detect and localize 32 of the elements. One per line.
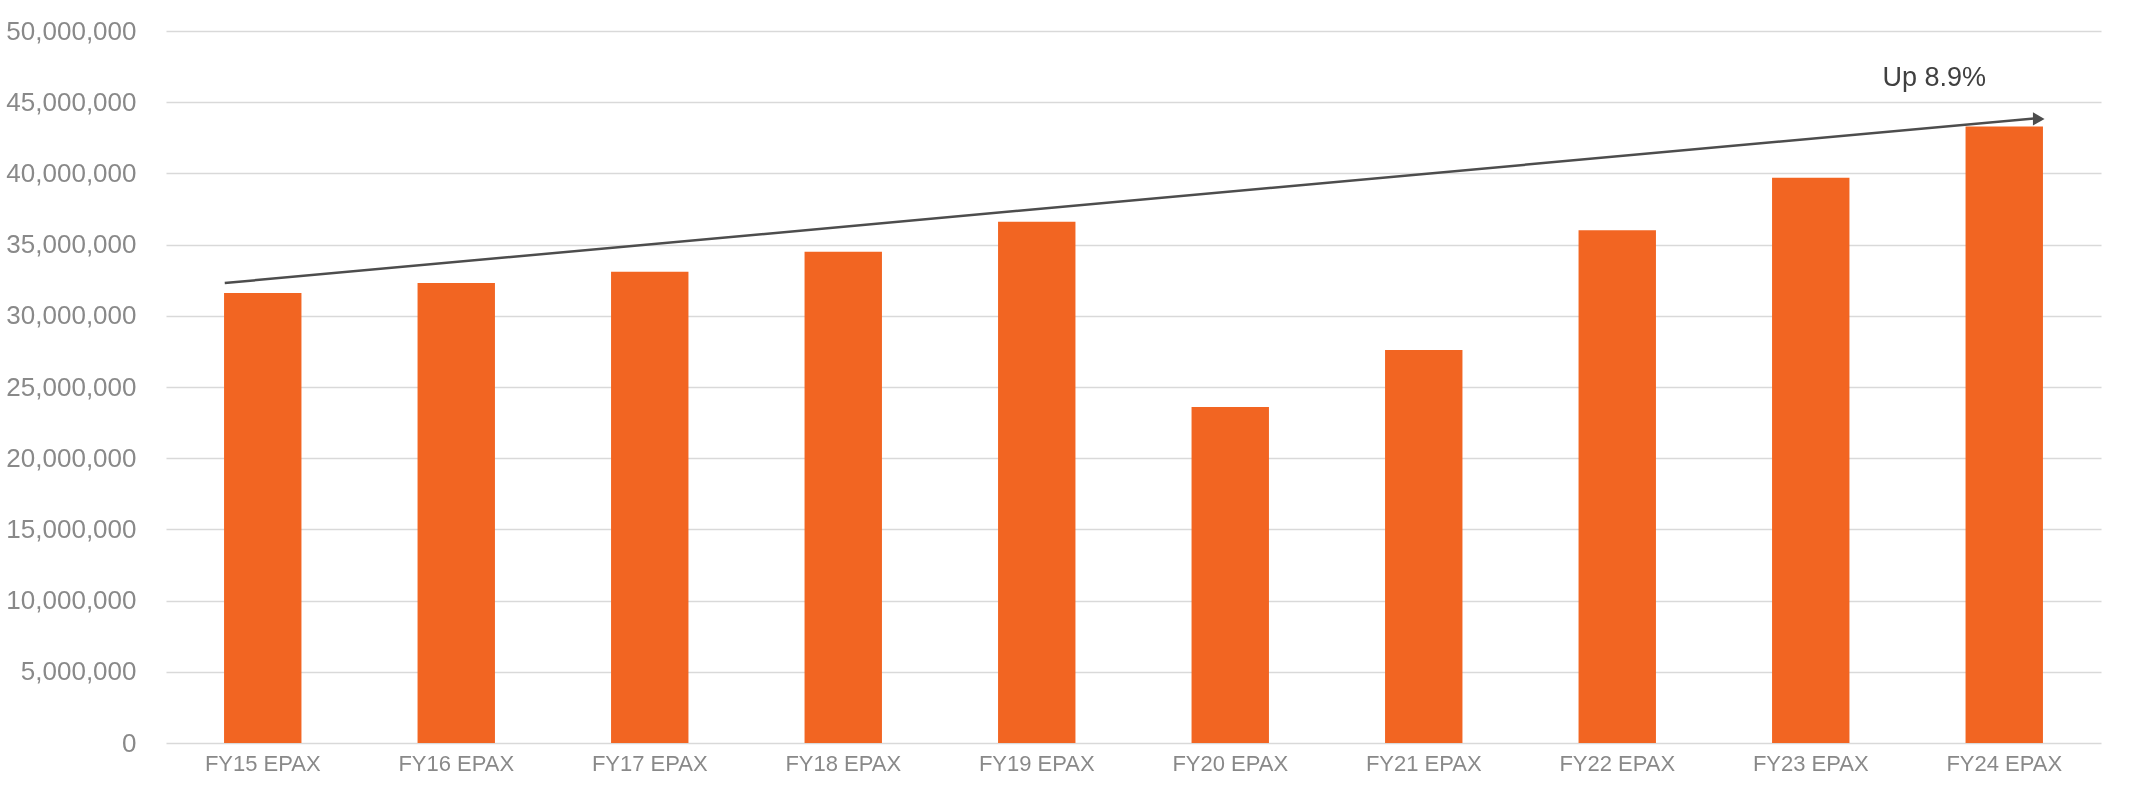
x-tick-label: FY20 EPAX	[1172, 750, 1289, 776]
bar	[1191, 406, 1269, 743]
x-tick-label: FY17 EPAX	[591, 750, 708, 776]
x-tick-label: FY22 EPAX	[1559, 750, 1676, 776]
y-tick-label: 35,000,000	[6, 229, 137, 260]
bar	[1965, 126, 2043, 743]
x-tick-label: FY15 EPAX	[204, 750, 321, 776]
bar	[1578, 230, 1656, 743]
bar	[998, 221, 1076, 743]
y-tick-label: 25,000,000	[6, 371, 137, 402]
y-tick-label: 50,000,000	[6, 15, 137, 46]
y-tick-label: 45,000,000	[6, 86, 137, 117]
x-tick-label: FY16 EPAX	[398, 750, 515, 776]
x-tick-label: FY19 EPAX	[978, 750, 1095, 776]
y-tick-label: 10,000,000	[6, 585, 137, 616]
y-tick-label: 40,000,000	[6, 157, 137, 188]
y-tick-label: 20,000,000	[6, 442, 137, 473]
x-tick-label: FY23 EPAX	[1752, 750, 1869, 776]
bar	[804, 251, 882, 743]
bar	[611, 271, 689, 743]
x-tick-label: FY18 EPAX	[785, 750, 902, 776]
y-tick-label: 15,000,000	[6, 513, 137, 544]
annotation: Up 8.9%	[1882, 62, 1987, 93]
bar	[1385, 349, 1463, 743]
bar	[224, 293, 302, 743]
x-tick-label: FY21 EPAX	[1365, 750, 1482, 776]
bar	[1772, 177, 1850, 743]
y-tick-label: 5,000,000	[20, 656, 137, 687]
y-tick-label: 0	[122, 727, 137, 758]
x-tick-label: FY24 EPAX	[1946, 750, 2063, 776]
y-tick-label: 30,000,000	[6, 300, 137, 331]
bar	[417, 283, 495, 743]
